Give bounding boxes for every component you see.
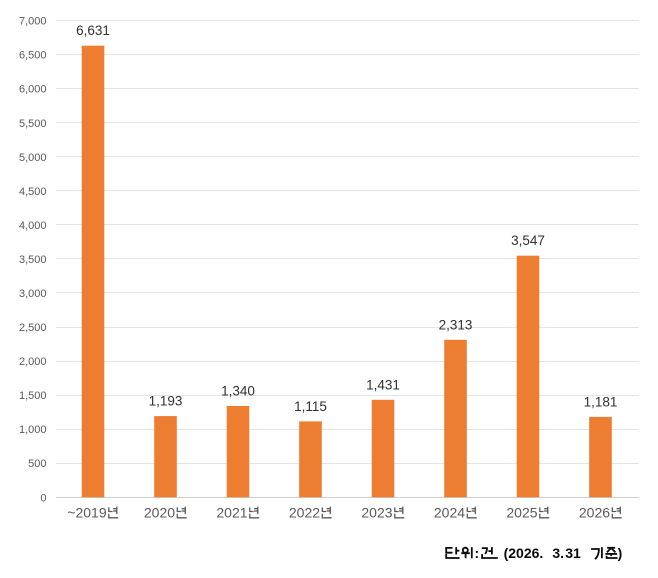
svg-text:31: 31 [565, 545, 581, 561]
svg-text:6,631: 6,631 [76, 23, 110, 38]
svg-text:7,000: 7,000 [19, 16, 47, 28]
svg-text:3,000: 3,000 [19, 288, 47, 300]
svg-text:1,500: 1,500 [19, 390, 47, 402]
svg-text:): ) [618, 545, 623, 561]
svg-text:1,431: 1,431 [366, 377, 400, 392]
svg-text:1,340: 1,340 [221, 384, 255, 399]
svg-text:2024: 2024 [434, 505, 465, 521]
svg-text:4,000: 4,000 [19, 220, 47, 232]
svg-text:6,000: 6,000 [19, 84, 47, 96]
svg-text:1,115: 1,115 [294, 399, 327, 414]
svg-text:0: 0 [40, 492, 46, 504]
svg-text::: : [475, 545, 480, 561]
svg-text:2020: 2020 [144, 505, 175, 521]
svg-text:1,000: 1,000 [19, 424, 47, 436]
svg-text:3.: 3. [552, 545, 564, 561]
svg-text:5,500: 5,500 [19, 118, 47, 130]
svg-text:5,000: 5,000 [19, 152, 47, 164]
svg-text:6,500: 6,500 [19, 50, 47, 62]
svg-text:2026: 2026 [579, 505, 610, 521]
svg-text:2,500: 2,500 [19, 322, 47, 334]
svg-text:3,547: 3,547 [511, 233, 545, 248]
svg-text:2021: 2021 [216, 505, 247, 521]
svg-text:2022: 2022 [289, 505, 320, 521]
svg-text:1,181: 1,181 [584, 394, 618, 409]
svg-text:2,000: 2,000 [19, 356, 47, 368]
svg-text:(2026.: (2026. [504, 545, 544, 561]
svg-text:2023: 2023 [361, 505, 392, 521]
svg-text:500: 500 [28, 458, 46, 470]
svg-text:2025: 2025 [506, 505, 537, 521]
svg-text:1,193: 1,193 [149, 394, 183, 409]
svg-text:~2019: ~2019 [67, 505, 107, 521]
svg-text:2,313: 2,313 [439, 317, 473, 332]
svg-text:4,500: 4,500 [19, 186, 47, 198]
svg-text:3,500: 3,500 [19, 254, 47, 266]
